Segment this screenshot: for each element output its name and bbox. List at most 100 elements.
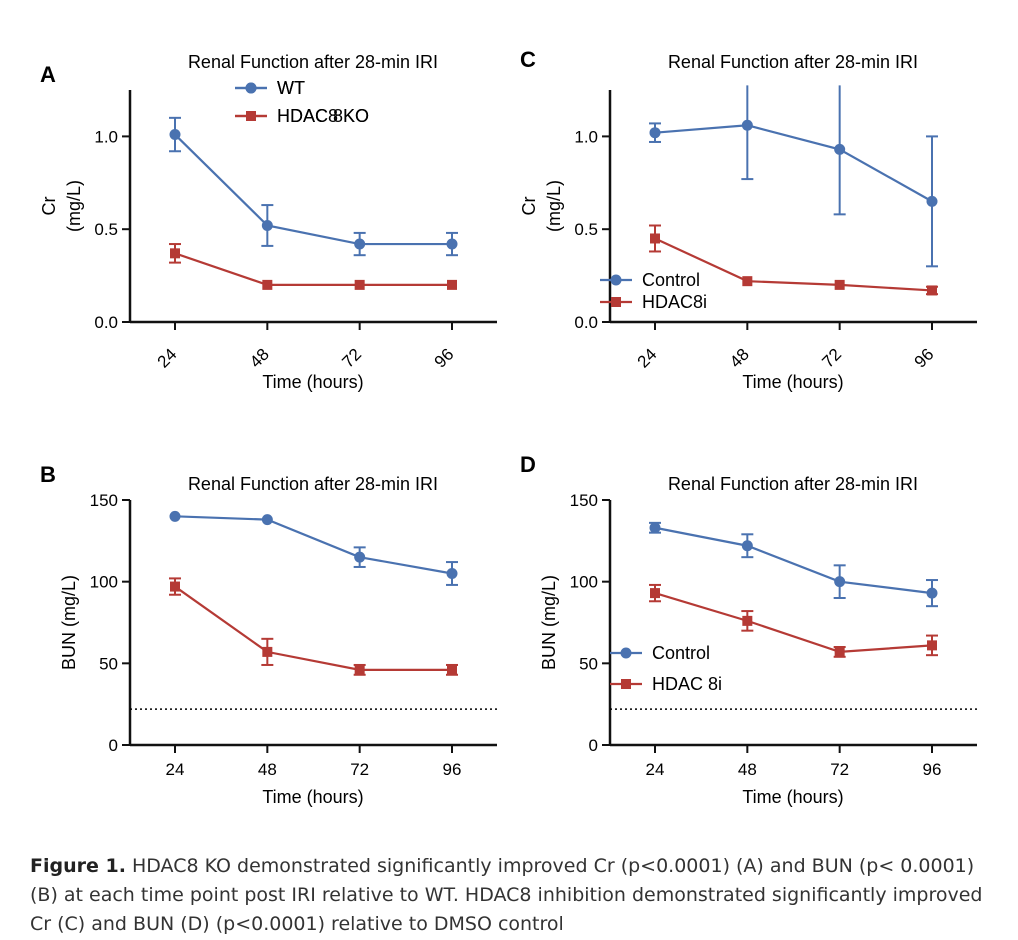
data-point	[742, 615, 753, 626]
data-point	[261, 514, 273, 526]
x-tick-label: 96	[431, 345, 458, 372]
y-tick-label: 150	[90, 491, 118, 510]
data-point	[649, 127, 661, 139]
x-tick-label: 24	[166, 760, 185, 779]
x-tick-label: 96	[911, 345, 938, 372]
data-point	[262, 279, 273, 290]
panel-d: D Renal Function after 28-min IRI 0 50 100 15…	[520, 452, 977, 807]
legend-label: WT	[277, 78, 305, 98]
x-tick-label: 72	[350, 760, 369, 779]
data-point	[650, 233, 660, 244]
data-point	[169, 510, 181, 522]
data-point	[261, 219, 273, 231]
data-point	[927, 285, 937, 296]
panel-letter: D	[520, 452, 536, 477]
panel-letter: B	[40, 462, 56, 487]
x-tick-label: 24	[634, 345, 661, 372]
y-tick-label: 100	[570, 573, 598, 592]
chart-title: Renal Function after 28-min IRI	[668, 474, 918, 494]
data-point	[354, 551, 366, 563]
series-line	[174, 252, 452, 286]
panel-a: A Renal Function after 28-min IRI 0.0 0.5 1.…	[39, 52, 497, 392]
legend-label: HDAC8i	[642, 292, 707, 312]
legend-label: HDAC 8i	[652, 674, 722, 694]
data-point	[169, 129, 181, 141]
legend-label: HDAC8 KO	[277, 106, 369, 126]
figure-caption: Figure 1. HDAC8 KO demonstrated signific…	[30, 852, 990, 939]
y-tick-label: 50	[99, 654, 118, 673]
series-line	[654, 237, 933, 292]
data-point	[927, 640, 937, 651]
data-point	[354, 238, 366, 250]
x-tick-label: 96	[923, 760, 942, 779]
x-tick-label: 72	[338, 345, 365, 372]
series-line	[654, 124, 933, 203]
series-line	[174, 515, 453, 575]
data-point	[741, 119, 753, 131]
chart-title: Renal Function after 28-min IRI	[188, 474, 438, 494]
data-point	[742, 276, 753, 287]
y-tick-label: 1.0	[94, 127, 118, 146]
legend-label: Control	[652, 643, 710, 663]
series-line	[654, 592, 933, 654]
chart-title: Renal Function after 28-min IRI	[188, 52, 438, 72]
series-line	[654, 526, 933, 595]
data-point	[926, 587, 938, 599]
y-tick-label: 0	[109, 736, 118, 755]
figure-svg: A Renal Function after 28-min IRI 0.0 0.5 1.…	[39, 47, 977, 807]
y-axis-label: BUN (mg/L)	[59, 575, 79, 670]
data-point	[447, 664, 457, 675]
data-point	[170, 581, 180, 592]
x-axis-label: Time (hours)	[262, 787, 363, 807]
caption-label: Figure 1.	[30, 855, 126, 877]
y-tick-label: 0.0	[574, 313, 598, 332]
x-tick-label: 96	[443, 760, 462, 779]
legend-label: HDAC 8KO	[277, 106, 369, 126]
data-point	[170, 248, 180, 259]
data-point	[650, 588, 660, 599]
panel-c: C Renal Function after 28-min IRI 0.0 0.5 1.…	[519, 47, 977, 392]
y-tick-label: 1.0	[574, 127, 598, 146]
y-tick-label: 0.0	[94, 313, 118, 332]
data-point	[354, 664, 365, 675]
x-axis-label: Time (hours)	[742, 372, 843, 392]
data-point	[741, 540, 753, 552]
legend-marker	[610, 274, 622, 286]
y-axis-label: BUN (mg/L)	[539, 575, 559, 670]
x-axis-label: Time (hours)	[262, 372, 363, 392]
series-line	[174, 133, 452, 246]
chart-title: Renal Function after 28-min IRI	[668, 52, 918, 72]
x-tick-label: 24	[154, 345, 181, 372]
data-point	[446, 568, 458, 579]
y-tick-label: 0	[589, 736, 598, 755]
legend-marker	[621, 679, 631, 689]
x-tick-label: 48	[738, 760, 757, 779]
y-tick-label: 0.5	[574, 220, 598, 239]
x-tick-label: 48	[726, 345, 753, 372]
y-tick-label: 100	[90, 573, 118, 592]
data-point	[834, 576, 846, 588]
y-tick-label: 150	[570, 491, 598, 510]
panel-letter: A	[40, 62, 56, 87]
legend-marker	[246, 111, 256, 121]
data-point	[649, 522, 661, 534]
data-point	[446, 238, 458, 250]
legend-label: WT	[277, 78, 305, 98]
panel-letter: C	[520, 47, 536, 72]
legend-marker	[611, 297, 621, 307]
data-point	[262, 646, 273, 657]
y-tick-label: 50	[579, 654, 598, 673]
caption-text: HDAC8 KO demonstrated significantly impr…	[30, 855, 983, 935]
y-axis-label: Cr	[519, 197, 539, 216]
x-tick-label: 72	[830, 760, 849, 779]
legend-marker	[620, 647, 632, 659]
legend-marker	[245, 82, 257, 94]
y-axis-label-unit: (mg/L)	[64, 180, 84, 232]
x-tick-label: 48	[246, 345, 273, 372]
panel-b: B Renal Function after 28-min IRI 0 50 100 15…	[40, 78, 497, 807]
legend-label: Control	[642, 270, 700, 290]
data-point	[926, 195, 938, 207]
figure-panels: A Renal Function after 28-min IRI 0.0 0.5 1.…	[39, 47, 977, 807]
x-tick-label: 72	[818, 345, 845, 372]
y-axis-label: Cr	[39, 197, 59, 216]
